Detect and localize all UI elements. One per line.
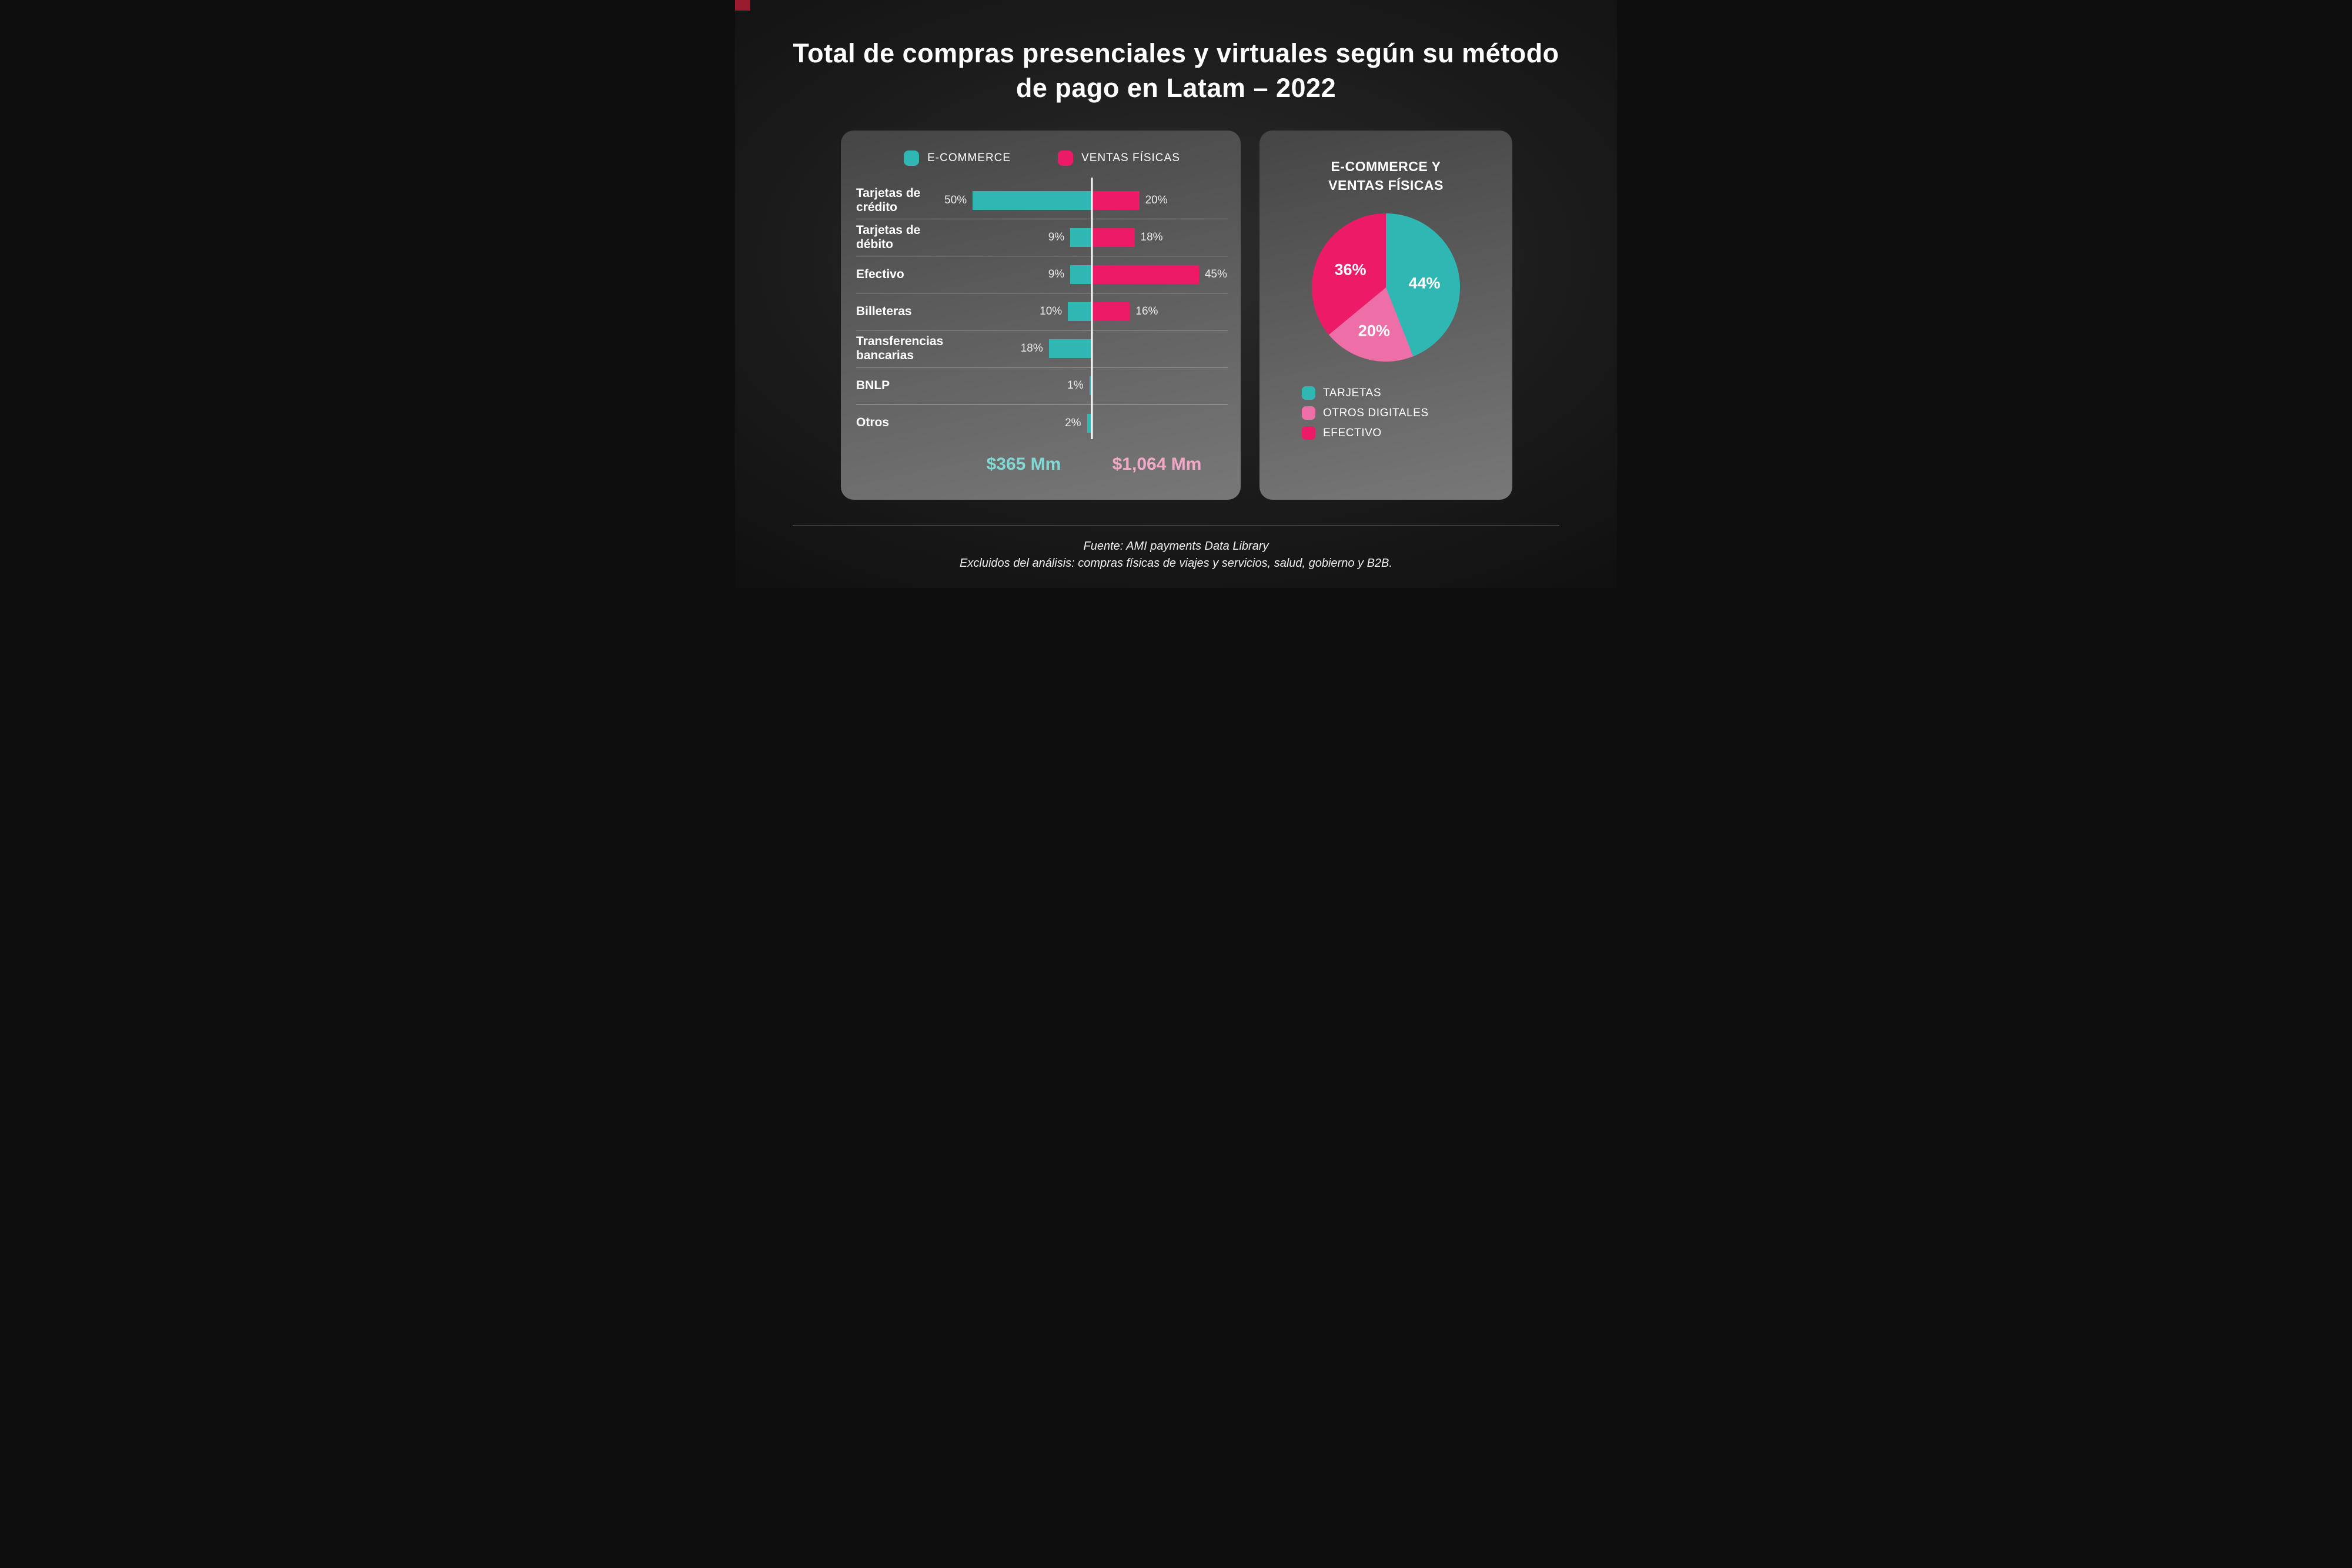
bar-chart-card: E-COMMERCE VENTAS FÍSICAS Tarjetas de cré…: [841, 131, 1241, 500]
bar-area: 9% 45%: [944, 256, 1228, 293]
ecommerce-total: $365 Mm: [986, 454, 1061, 474]
corner-mark: [735, 0, 750, 11]
ecommerce-bar: [1089, 376, 1092, 395]
bar-chart-legend: E-COMMERCE VENTAS FÍSICAS: [856, 151, 1228, 166]
efectivo-swatch-icon: [1302, 426, 1315, 440]
ventas-fisicas-bar: [1091, 191, 1140, 210]
legend-label: E-COMMERCE: [927, 152, 1011, 164]
pie-title-line1: E-COMMERCE Y: [1331, 159, 1441, 174]
bar-area: 2%: [944, 404, 1228, 442]
pie-slice-label: 20%: [1358, 322, 1390, 340]
center-axis-line: [1091, 178, 1093, 439]
bar-row: Otros 2%: [856, 404, 1228, 442]
bar-area: 10% 16%: [944, 293, 1228, 330]
ventas-fisicas-bar-value: 16%: [1135, 305, 1158, 317]
bar-row: Billeteras 10% 16%: [856, 293, 1228, 330]
ventas-fisicas-bar: [1091, 228, 1135, 247]
pie-chart-card: E-COMMERCE Y VENTAS FÍSICAS 44% 20% 36% TA…: [1259, 131, 1512, 500]
ventas-fisicas-bar-value: 18%: [1140, 231, 1163, 243]
ecommerce-swatch-icon: [904, 151, 920, 166]
legend-item-ecommerce: E-COMMERCE: [904, 151, 1011, 166]
pie-legend-label: OTROS DIGITALES: [1323, 406, 1429, 419]
category-label: Tarjetas de crédito: [856, 186, 921, 214]
ecommerce-bar-value: 9%: [1048, 268, 1065, 280]
pie-legend-item: TARJETAS: [1302, 386, 1512, 400]
bar-area: 50% 20%: [944, 182, 1228, 219]
pie-slice-label: 36%: [1334, 260, 1367, 279]
pie-title-line2: VENTAS FÍSICAS: [1328, 177, 1444, 193]
category-label: Efectivo: [856, 267, 904, 281]
bar-row: Tarjetas de débito 9% 18%: [856, 219, 1228, 256]
category-label: BNLP: [856, 378, 890, 392]
ecommerce-bar: [1070, 228, 1092, 247]
bar-row: Transferencias bancarias 18%: [856, 330, 1228, 367]
footer: Fuente: AMI payments Data Library Exclui…: [735, 526, 1617, 572]
otros-digitales-swatch-icon: [1302, 406, 1315, 420]
pie-legend-item: EFECTIVO: [1302, 426, 1512, 440]
pie-chart: [1312, 213, 1460, 362]
category-label: Billeteras: [856, 304, 912, 318]
ecommerce-bar: [1068, 302, 1092, 321]
ecommerce-bar-value: 50%: [944, 194, 967, 206]
totals-row: $365 Mm $1,064 Mm: [944, 446, 1228, 483]
pie-chart-legend: TARJETAS OTROS DIGITALES EFECTIVO: [1302, 386, 1512, 440]
ecommerce-bar-value: 9%: [1048, 231, 1065, 243]
ventas-fisicas-bar: [1091, 302, 1130, 321]
ecommerce-bar-value: 2%: [1065, 416, 1081, 429]
infographic-canvas: Total de compras presenciales y virtuale…: [735, 0, 1617, 588]
pie-slice-label: 44%: [1408, 274, 1441, 292]
legend-label: VENTAS FÍSICAS: [1081, 152, 1180, 164]
bar-area: 18%: [944, 330, 1228, 367]
page-title-line2: de pago en Latam – 2022: [1015, 72, 1337, 103]
ecommerce-bar-value: 10%: [1040, 305, 1063, 317]
pie-legend-label: TARJETAS: [1323, 386, 1382, 399]
pie-chart-title: E-COMMERCE Y VENTAS FÍSICAS: [1259, 158, 1512, 195]
ecommerce-bar-value: 1%: [1067, 379, 1084, 392]
ecommerce-bar: [1087, 413, 1092, 433]
bar-area: 9% 18%: [944, 219, 1228, 256]
ecommerce-bar: [1070, 265, 1092, 284]
pie-legend-label: EFECTIVO: [1323, 426, 1382, 439]
ecommerce-bar-value: 18%: [1020, 342, 1043, 355]
bar-row: BNLP 1%: [856, 367, 1228, 404]
bar-row: Tarjetas de crédito 50% 20%: [856, 182, 1228, 219]
pie-chart-wrap: 44% 20% 36%: [1312, 213, 1460, 362]
footer-source: Fuente: AMI payments Data Library: [1083, 540, 1269, 553]
ecommerce-bar: [973, 191, 1092, 210]
category-label: Tarjetas de débito: [856, 223, 921, 251]
ventas-fisicas-bar: [1091, 265, 1199, 284]
bar-chart-rows: Tarjetas de crédito 50% 20% Tarjetas de déb…: [856, 178, 1228, 442]
footer-note: Excluidos del análisis: compras físicas …: [960, 557, 1392, 570]
ecommerce-bar: [1048, 339, 1092, 358]
pie-legend-item: OTROS DIGITALES: [1302, 406, 1512, 420]
ventas-fisicas-bar-value: 20%: [1145, 194, 1168, 206]
category-label: Transferencias bancarias: [856, 334, 944, 362]
legend-item-ventas-fisicas: VENTAS FÍSICAS: [1058, 151, 1180, 166]
ventas-fisicas-total: $1,064 Mm: [1112, 454, 1202, 474]
tarjetas-swatch-icon: [1302, 386, 1315, 400]
category-label: Otros: [856, 416, 890, 430]
page-title-line1: Total de compras presenciales y virtuale…: [793, 38, 1559, 68]
ventas-fisicas-bar-value: 45%: [1204, 268, 1227, 280]
bar-area: 1%: [944, 367, 1228, 404]
ventas-fisicas-swatch-icon: [1058, 151, 1074, 166]
page-title: Total de compras presenciales y virtuale…: [735, 36, 1617, 105]
bar-row: Efectivo 9% 45%: [856, 256, 1228, 293]
